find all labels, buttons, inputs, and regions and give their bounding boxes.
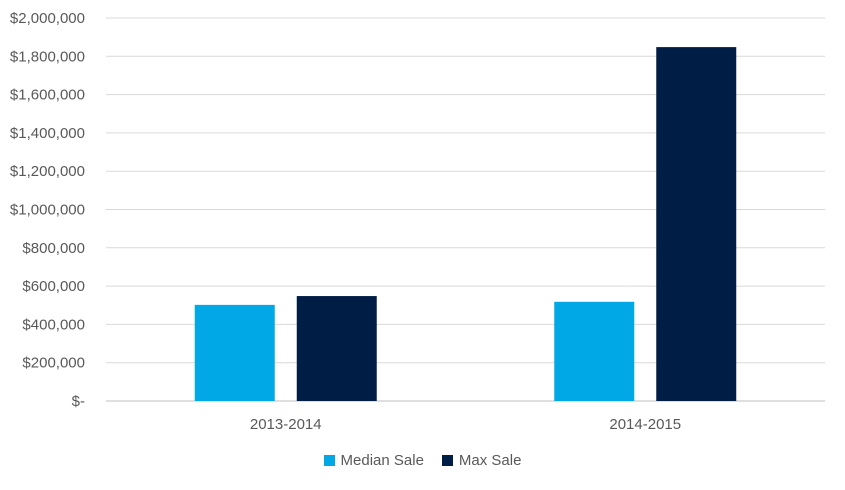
y-tick-label: $1,800,000 <box>10 48 85 65</box>
y-tick-label: $1,400,000 <box>10 125 85 142</box>
y-tick-label: $600,000 <box>22 278 85 295</box>
legend-swatch-median-sale <box>323 455 335 466</box>
x-category-label: 2014-2015 <box>609 416 681 433</box>
bar-max-sale-2014-2015 <box>656 47 737 401</box>
y-tick-label: $200,000 <box>22 355 85 372</box>
bar-max-sale-2013-2014 <box>296 296 377 401</box>
legend-item-max-sale: Max Sale <box>441 452 522 469</box>
y-tick-label: $- <box>72 393 85 410</box>
legend-label-median-sale: Median Sale <box>340 452 424 469</box>
legend-swatch-max-sale <box>441 455 453 466</box>
legend-label-max-sale: Max Sale <box>458 452 522 469</box>
y-tick-label: $400,000 <box>22 316 85 333</box>
legend-item-median-sale: Median Sale <box>323 452 424 469</box>
legend: Median Sale Max Sale <box>0 452 845 469</box>
x-category-label: 2013-2014 <box>250 416 322 433</box>
y-tick-label: $1,600,000 <box>10 87 85 104</box>
y-tick-label: $1,200,000 <box>10 163 85 180</box>
y-tick-label: $1,000,000 <box>10 202 85 219</box>
y-tick-label: $800,000 <box>22 240 85 257</box>
bar-median-sale-2014-2015 <box>554 301 635 401</box>
y-tick-label: $2,000,000 <box>10 10 85 27</box>
bar-median-sale-2013-2014 <box>194 304 275 401</box>
